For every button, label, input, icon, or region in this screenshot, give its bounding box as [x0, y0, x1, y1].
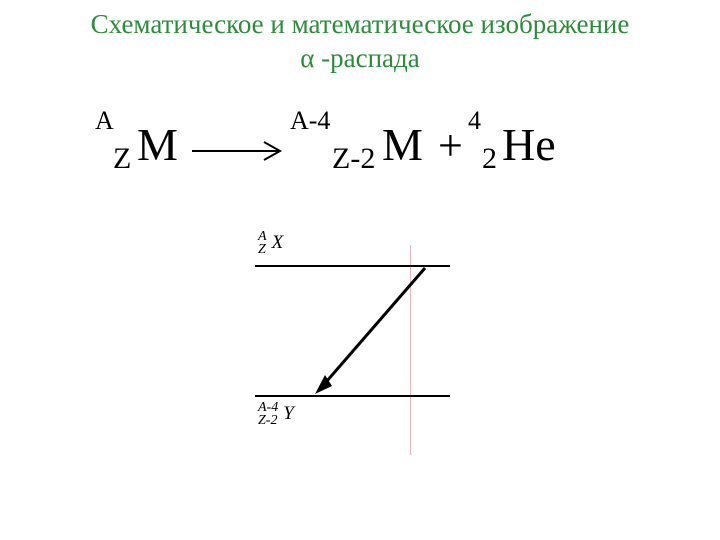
lower-level-label: A-4 Z-2 Y [258, 401, 294, 428]
parent-atomic-number: Z [113, 142, 131, 176]
alpha-decay-equation: A Z M A-4 Z-2 M + 4 2 He [80, 106, 640, 186]
lower-sub: Z-2 [258, 413, 277, 428]
parent-mass-number: A [95, 106, 114, 136]
page-title: Схематическое и математическое изображен… [0, 0, 720, 76]
parent-symbol: M [137, 122, 178, 168]
lower-main: Y [283, 403, 294, 424]
title-line1: Схематическое и математическое изображен… [91, 9, 630, 39]
title-line2: α -распада [300, 43, 420, 73]
daughter-symbol: M [382, 122, 423, 168]
upper-sub: Z [258, 242, 266, 257]
alpha-symbol: He [502, 122, 556, 168]
upper-level-label: A Z X [258, 230, 283, 257]
daughter-mass-number: A-4 [290, 106, 330, 136]
plus-sign: + [438, 120, 463, 171]
reaction-arrow-icon [190, 136, 290, 166]
daughter-atomic-number: Z-2 [332, 142, 375, 176]
energy-level-diagram: A Z X A-4 Z-2 Y [240, 226, 480, 446]
upper-main: X [272, 232, 284, 253]
alpha-mass-number: 4 [468, 106, 481, 136]
alpha-atomic-number: 2 [482, 142, 497, 176]
